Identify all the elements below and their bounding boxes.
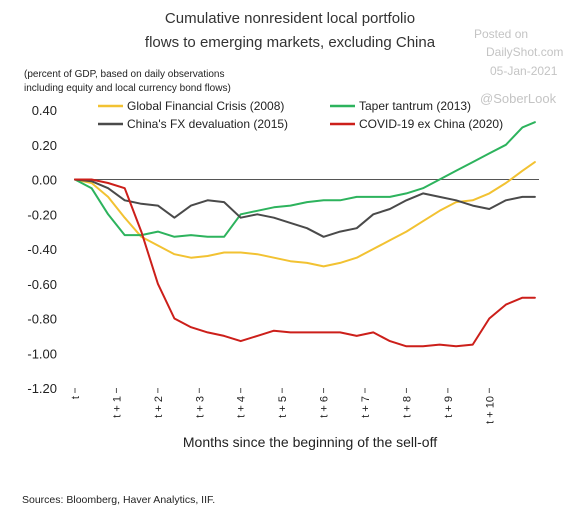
x-tick-label: t [70,396,82,399]
y-tick-label: -0.40 [27,242,57,257]
watermark-posted-on: Posted on [474,27,528,41]
y-axis: 0.40 0.20 0.00 -0.20 -0.40 -0.60 -0.80 -1.00 -1.… [27,103,57,396]
plot-area [74,121,539,348]
x-tick-label: t + 1 [111,396,123,418]
series-line-4 [74,178,536,348]
watermark-site: DailyShot.com [486,45,563,59]
x-axis: t t + 1 t + 2 t + 3 t + 4 t + 5 t + 6 t + 7 t + … [70,388,496,424]
x-tick-label: t + 6 [319,396,331,418]
series-line-3 [74,178,536,238]
source-note: Sources: Bloomberg, Haver Analytics, IIF… [22,494,215,506]
legend-label: Global Financial Crisis (2008) [127,99,284,113]
x-tick-label: t + 3 [194,396,206,418]
x-tick-label: t + 5 [277,396,289,418]
chart-title-line-2: flows to emerging markets, excluding Chi… [145,34,436,51]
y-tick-label: 0.20 [32,138,57,153]
y-tick-label: -1.20 [27,381,57,396]
legend-label: COVID-19 ex China (2020) [359,117,503,131]
watermark-handle: @SoberLook [480,91,557,106]
y-tick-label: 0.40 [32,103,57,118]
y-tick-label: -0.20 [27,207,57,222]
y-tick-label: -0.60 [27,277,57,292]
watermark-date: 05-Jan-2021 [490,64,558,78]
chart-subtitle-line-2: including equity and local currency bond… [24,83,231,94]
x-tick-label: t + 10 [484,396,496,424]
x-tick-label: t + 8 [401,396,413,418]
x-tick-label: t + 4 [236,396,248,418]
series-line-2 [74,121,536,238]
chart-subtitle-line-1: (percent of GDP, based on daily observat… [24,69,225,80]
legend: Global Financial Crisis (2008) Taper tant… [98,99,503,131]
x-axis-label: Months since the beginning of the sell-o… [183,434,437,450]
x-tick-label: t + 9 [443,396,455,418]
x-tick-label: t + 2 [153,396,165,418]
y-tick-label: -1.00 [27,346,57,361]
chart-title-line-1: Cumulative nonresident local portfolio [165,10,415,27]
legend-label: Taper tantrum (2013) [359,99,471,113]
legend-label: China's FX devaluation (2015) [127,117,288,131]
y-tick-label: -0.80 [27,312,57,327]
y-tick-label: 0.00 [32,173,57,188]
series-line-1 [74,161,536,268]
x-tick-label: t + 7 [360,396,372,418]
